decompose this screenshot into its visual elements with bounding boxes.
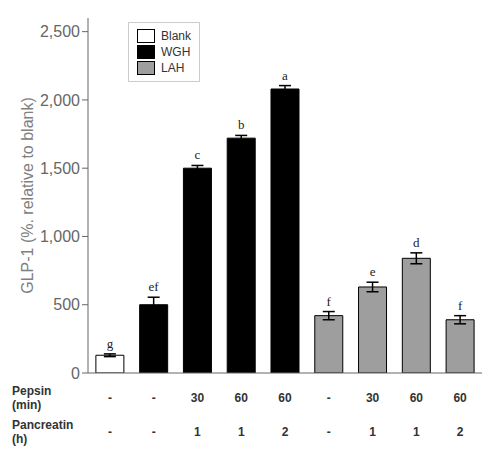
svg-text:ef: ef	[149, 279, 160, 294]
html-text:Blank: Blank	[161, 29, 191, 43]
svg-text:b: b	[238, 117, 245, 132]
svg-text:-: -	[327, 391, 331, 405]
svg-text:1,500: 1,500	[40, 160, 80, 177]
svg-text:-: -	[108, 425, 112, 439]
svg-text:-: -	[152, 425, 156, 439]
svg-text:60: 60	[278, 391, 292, 405]
svg-text:2,500: 2,500	[40, 23, 80, 40]
svg-text:1: 1	[194, 425, 201, 439]
svg-text:0: 0	[71, 365, 80, 382]
svg-text:-: -	[327, 425, 331, 439]
svg-text:c: c	[195, 147, 201, 162]
svg-text:500: 500	[53, 296, 80, 313]
svg-text:1,000: 1,000	[40, 228, 80, 245]
svg-text:-: -	[108, 391, 112, 405]
svg-text:1: 1	[369, 425, 376, 439]
svg-text:a: a	[282, 68, 288, 83]
svg-text:60: 60	[410, 391, 424, 405]
svg-text:2: 2	[282, 425, 289, 439]
svg-text:GLP-1 (%. relative to blank): GLP-1 (%. relative to blank)	[19, 97, 36, 294]
svg-text:1: 1	[238, 425, 245, 439]
svg-text:g: g	[107, 336, 114, 351]
svg-text:Pancreatin(h): Pancreatin(h)	[12, 418, 73, 446]
svg-text:f: f	[458, 298, 463, 313]
svg-text:30: 30	[191, 391, 205, 405]
svg-text:30: 30	[366, 391, 380, 405]
svg-text:Pepsin(min): Pepsin(min)	[12, 384, 51, 412]
svg-text:e: e	[370, 264, 376, 279]
svg-text:-: -	[152, 391, 156, 405]
svg-text:60: 60	[453, 391, 467, 405]
svg-text:2: 2	[457, 425, 464, 439]
svg-text:1: 1	[413, 425, 420, 439]
svg-text:d: d	[413, 235, 420, 250]
svg-text:f: f	[327, 294, 332, 309]
svg-text:2,000: 2,000	[40, 92, 80, 109]
html-text:WGH: WGH	[161, 45, 191, 59]
html-text:LAH: LAH	[161, 61, 185, 75]
svg-text:60: 60	[235, 391, 249, 405]
